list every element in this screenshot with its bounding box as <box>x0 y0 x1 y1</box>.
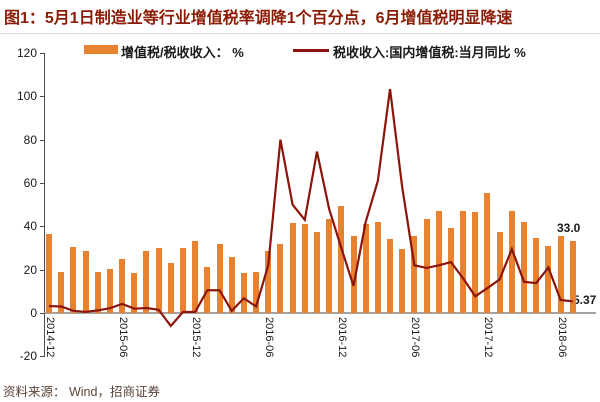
vat-share-bar <box>82 251 89 313</box>
y-axis-tick-mark <box>40 52 45 54</box>
y-axis-tick-mark <box>40 96 45 98</box>
y-axis-line <box>44 53 45 357</box>
y-axis-tick-label: 20 <box>23 262 37 277</box>
page-title: 图1：5月1日制造业等行业增值税率调降1个百分点，6月增值税明显降速 <box>4 10 513 27</box>
vat-share-bar <box>289 223 296 313</box>
vat-share-bar <box>228 256 235 313</box>
vat-yoy-line <box>48 88 573 328</box>
x-axis-tick-label: 2016-06 <box>263 317 276 358</box>
vat-share-bar <box>472 212 479 313</box>
y-axis-tick-label: 120 <box>16 45 37 60</box>
vat-share-bar <box>58 271 65 313</box>
vat-share-bar <box>192 241 199 313</box>
vat-share-bar <box>484 192 491 313</box>
legend-label-vat-yoy: 税收收入:国内增值税:当月同比 % <box>333 45 526 60</box>
vat-share-bar <box>496 231 503 313</box>
vat-share-bar <box>533 238 540 313</box>
vat-share-bar <box>106 268 113 313</box>
x-axis-tick-label: 2016-12 <box>336 317 349 358</box>
vat-share-bar <box>46 233 52 313</box>
vat-share-bar <box>557 236 564 313</box>
vat-share-bar <box>545 245 552 313</box>
y-axis-tick-mark <box>40 356 45 358</box>
vat-share-bar <box>277 243 284 313</box>
vat-share-bar <box>374 221 381 313</box>
vat-share-bar <box>423 218 430 313</box>
vat-share-bar <box>119 258 126 313</box>
x-axis-tick-label: 2014-12 <box>44 317 56 358</box>
legend-line-swatch <box>293 49 329 52</box>
y-axis-tick-label: -20 <box>19 349 37 364</box>
legend-label-vat-share: 增值税/税收收入： % <box>121 45 244 60</box>
vat-share-bar <box>240 272 247 313</box>
y-axis-tick-label: 80 <box>23 132 37 147</box>
vat-share-bar <box>253 271 260 313</box>
vat-share-bar <box>447 228 454 313</box>
vat-share-bar <box>265 251 272 313</box>
vat-share-bar <box>216 243 223 313</box>
vat-share-bar <box>508 211 515 313</box>
y-axis-tick-label: 40 <box>23 219 37 234</box>
y-axis-tick-mark <box>40 226 45 228</box>
vat-share-bar <box>204 267 211 313</box>
x-axis-tick-label: 2017-12 <box>482 317 495 358</box>
vat-share-bar <box>155 247 162 313</box>
source-note: 资料来源： Wind，招商证券 <box>3 385 160 399</box>
vat-share-bar <box>301 224 308 313</box>
x-axis-tick-label: 2018-06 <box>555 317 568 358</box>
vat-share-bar <box>387 239 394 313</box>
y-axis-tick-label: 100 <box>16 89 37 104</box>
y-axis-tick-label: 0 <box>30 306 37 320</box>
vat-share-bar <box>70 246 77 313</box>
vat-share-bar <box>179 247 186 313</box>
vat-share-bar <box>460 211 467 313</box>
y-axis-tick-mark <box>40 182 45 184</box>
vat-share-bar <box>362 224 369 313</box>
vat-share-bar <box>399 249 406 313</box>
legend-bar-swatch <box>84 45 118 54</box>
vat-share-bar <box>313 231 320 313</box>
vat-share-bar <box>143 251 150 313</box>
y-axis-tick-mark <box>40 269 45 271</box>
y-axis-tick-mark <box>40 313 45 314</box>
vat-share-bar <box>411 236 418 313</box>
vat-share-bar <box>94 271 101 313</box>
y-axis-tick-mark <box>40 139 45 141</box>
data-label-last-bar: 33.0 <box>557 221 581 235</box>
x-axis-tick-label: 2015-06 <box>117 317 130 358</box>
vat-share-bar <box>167 263 174 313</box>
title-divider <box>0 33 600 34</box>
vat-share-bar <box>326 218 333 313</box>
x-axis-tick-label: 2015-12 <box>190 317 203 358</box>
vat-share-bar <box>435 211 442 313</box>
vat-share-bar <box>350 236 357 313</box>
vat-share-bar <box>569 241 576 313</box>
data-label-last-line: 5.37 <box>573 293 597 307</box>
vat-share-bar <box>131 272 138 313</box>
x-axis-tick-label: 2017-06 <box>409 317 422 358</box>
vat-share-bar <box>338 205 345 313</box>
vat-share-bar <box>521 221 528 313</box>
y-axis-tick-label: 60 <box>23 175 37 190</box>
